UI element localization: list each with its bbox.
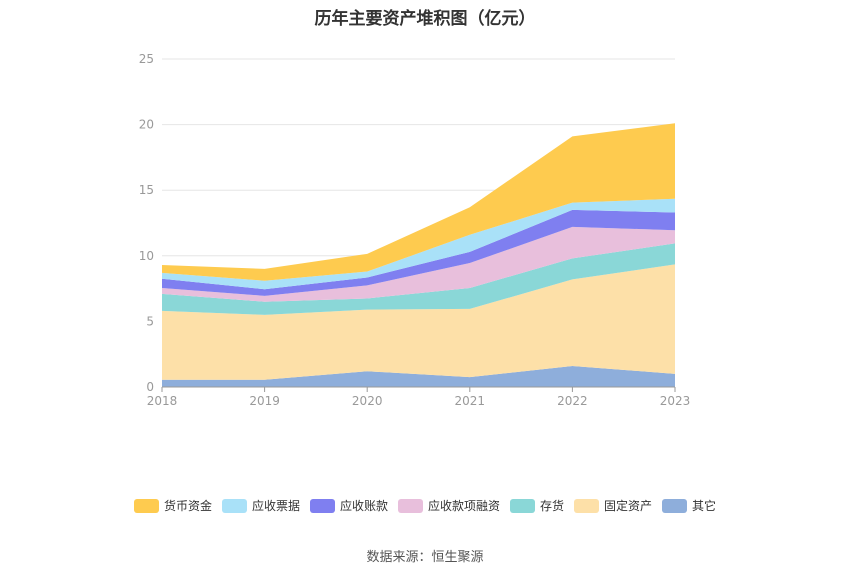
legend: 货币资金 应收票据 应收账款 应收款项融资 存货 固定资产 其它 [0, 497, 850, 514]
legend-item[interactable]: 固定资产 [574, 497, 652, 514]
legend-label: 应收票据 [251, 499, 300, 513]
area-series [162, 123, 675, 387]
legend-swatch [662, 498, 688, 513]
y-tick-label: 5 [146, 314, 154, 328]
x-tick-label: 2020 [352, 394, 383, 408]
area-series-3 [162, 226, 675, 302]
area-series-5 [162, 198, 675, 290]
y-tick-label: 15 [139, 183, 154, 197]
x-tick-label: 2022 [557, 394, 588, 408]
x-tick-label: 2021 [455, 394, 486, 408]
area-series-1 [162, 264, 675, 380]
area-series-6 [162, 123, 675, 281]
legend-item[interactable]: 应收账款 [309, 497, 388, 514]
legend-label: 应收款项融资 [427, 499, 500, 513]
legend-swatch [397, 498, 423, 513]
x-tick-label: 2023 [660, 394, 691, 408]
legend-label: 应收账款 [339, 499, 388, 513]
area-series-2 [162, 243, 675, 315]
x-tick-label: 2018 [147, 394, 178, 408]
area-series-4 [162, 209, 675, 296]
legend-swatch [133, 498, 159, 513]
axes: 0 5 10 15 20 25 2018 2019 2020 2021 2022 2023 [139, 52, 691, 408]
legend-item[interactable]: 应收款项融资 [397, 497, 500, 514]
legend-label: 货币资金 [163, 499, 212, 513]
y-tick-label: 25 [139, 52, 154, 66]
legend-item[interactable]: 货币资金 [133, 497, 212, 514]
legend-label: 固定资产 [604, 499, 653, 513]
y-tick-label: 20 [139, 118, 154, 132]
data-source: 数据来源：恒生聚源 [366, 550, 484, 565]
legend-label: 存货 [540, 499, 565, 513]
x-tick-label: 2019 [249, 394, 280, 408]
legend-swatch [574, 498, 600, 513]
legend-swatch [510, 498, 535, 513]
legend-item[interactable]: 应收票据 [221, 497, 300, 514]
y-tick-label: 10 [139, 249, 154, 263]
legend-label: 其它 [692, 499, 717, 513]
legend-item[interactable]: 存货 [510, 497, 564, 514]
legend-swatch [309, 498, 335, 513]
area-series-0 [162, 366, 675, 387]
chart-title: 历年主要资产堆积图（亿元） [314, 9, 536, 29]
legend-swatch [221, 498, 247, 513]
legend-item[interactable]: 其它 [662, 497, 716, 514]
y-tick-label: 0 [146, 380, 154, 394]
